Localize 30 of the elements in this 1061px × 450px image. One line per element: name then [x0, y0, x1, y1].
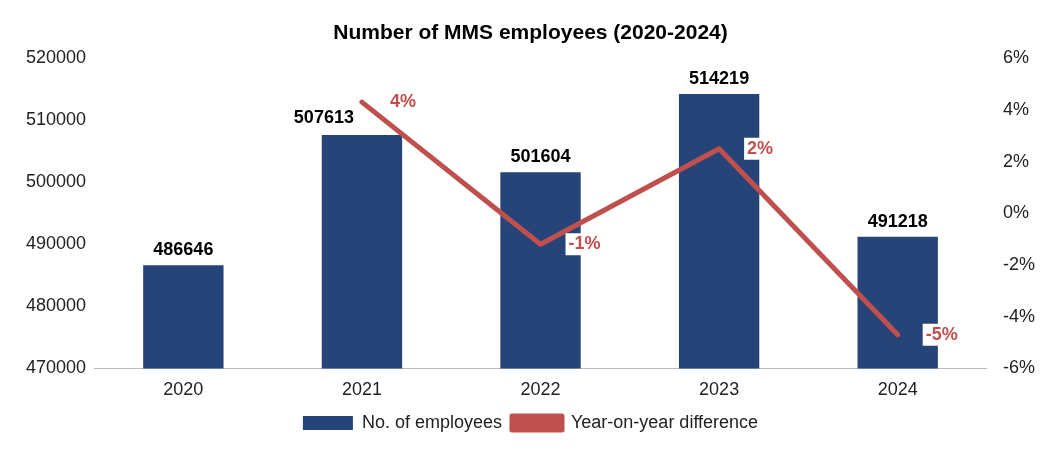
y2-tick-label: -4%: [1002, 305, 1036, 326]
data-label: 514219: [689, 68, 750, 89]
y-tick-label: 470000: [25, 357, 87, 378]
y-tick-label: 520000: [25, 47, 87, 68]
y2-tick-label: 2%: [1002, 150, 1030, 171]
y-tick-label: 500000: [25, 171, 87, 192]
data-label: 486646: [153, 239, 214, 260]
x-tick-label: 2021: [341, 379, 382, 400]
data-label: -1%: [568, 233, 601, 254]
data-label: 501604: [510, 146, 571, 167]
data-label: -5%: [925, 323, 958, 344]
data-label: 507613: [293, 107, 354, 128]
y2-tick-label: 4%: [1002, 98, 1030, 119]
data-label: 2%: [747, 137, 774, 158]
y-tick-label: 510000: [25, 109, 87, 130]
y2-tick-label: 6%: [1002, 47, 1030, 68]
x-tick-label: 2022: [520, 379, 561, 400]
data-label: 491218: [867, 210, 928, 231]
legend-label: No. of employees: [361, 411, 502, 432]
y2-tick-label: 0%: [1002, 202, 1030, 223]
y-tick-label: 490000: [25, 233, 87, 254]
y2-tick-label: -6%: [1002, 357, 1036, 378]
legend-label: Year-on-year difference: [570, 411, 759, 432]
y-tick-label: 480000: [25, 295, 87, 316]
data-label: 4%: [389, 91, 416, 112]
x-tick-label: 2023: [699, 379, 740, 400]
chart-title: Number of MMS employees (2020-2024): [333, 20, 728, 44]
x-tick-label: 2024: [877, 379, 918, 400]
x-tick-label: 2020: [163, 379, 204, 400]
y2-tick-label: -2%: [1002, 253, 1036, 274]
